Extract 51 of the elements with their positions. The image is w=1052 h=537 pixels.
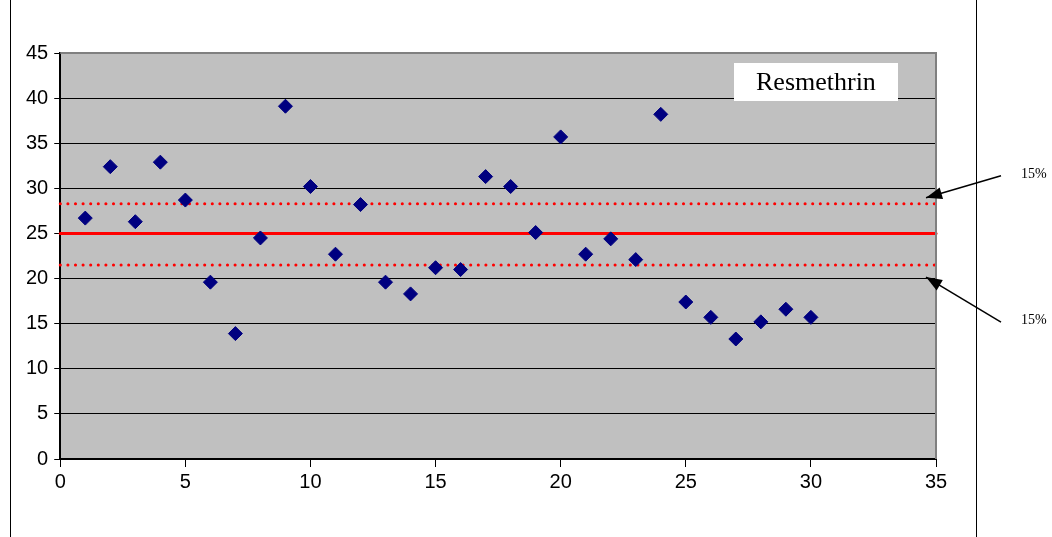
point <box>728 331 744 347</box>
point <box>678 294 694 310</box>
y-tick-label: 40 <box>26 85 49 108</box>
point <box>378 274 394 290</box>
x-tick-label: 25 <box>674 469 697 492</box>
x-tick-label: 5 <box>179 469 191 492</box>
point <box>302 179 318 195</box>
text: 15% <box>1021 312 1047 329</box>
x-tick-label: 30 <box>799 469 823 492</box>
x-tick-label: 20 <box>549 469 572 492</box>
y-tick-label: 5 <box>37 401 49 424</box>
point <box>453 262 469 278</box>
y-tick-label: 25 <box>26 220 49 243</box>
point <box>628 252 644 268</box>
text: 15% <box>1021 165 1047 182</box>
y-tick-label: 30 <box>26 175 49 198</box>
point <box>603 231 619 247</box>
y-tick-label: 20 <box>26 266 49 289</box>
y-tick-label: 0 <box>37 446 49 469</box>
y-tick-label: 45 <box>26 40 49 63</box>
point <box>227 326 243 342</box>
point <box>102 159 118 175</box>
point <box>778 301 794 317</box>
x-tick-label: 15 <box>424 469 447 492</box>
y-tick-label: 10 <box>26 356 49 379</box>
point <box>653 106 669 122</box>
point <box>252 230 268 246</box>
x-tick-label: 10 <box>299 469 322 492</box>
point <box>152 154 168 170</box>
point <box>753 314 769 330</box>
point <box>553 129 569 145</box>
point <box>77 210 93 226</box>
point <box>528 225 544 241</box>
y-tick-label: 15 <box>26 311 49 334</box>
point <box>127 214 143 230</box>
x-tick-label: 35 <box>924 469 948 492</box>
point <box>428 260 444 276</box>
point <box>327 246 343 262</box>
point <box>277 98 293 114</box>
text: Resmethrin <box>734 63 898 101</box>
point <box>177 192 193 208</box>
point <box>703 309 719 325</box>
y-tick-label: 35 <box>26 130 49 153</box>
x-tick-label: 0 <box>54 469 66 492</box>
point <box>403 286 419 302</box>
point <box>578 246 594 262</box>
point <box>353 197 369 213</box>
point <box>202 274 218 290</box>
point <box>478 169 494 185</box>
point <box>503 179 519 195</box>
point <box>803 309 819 325</box>
